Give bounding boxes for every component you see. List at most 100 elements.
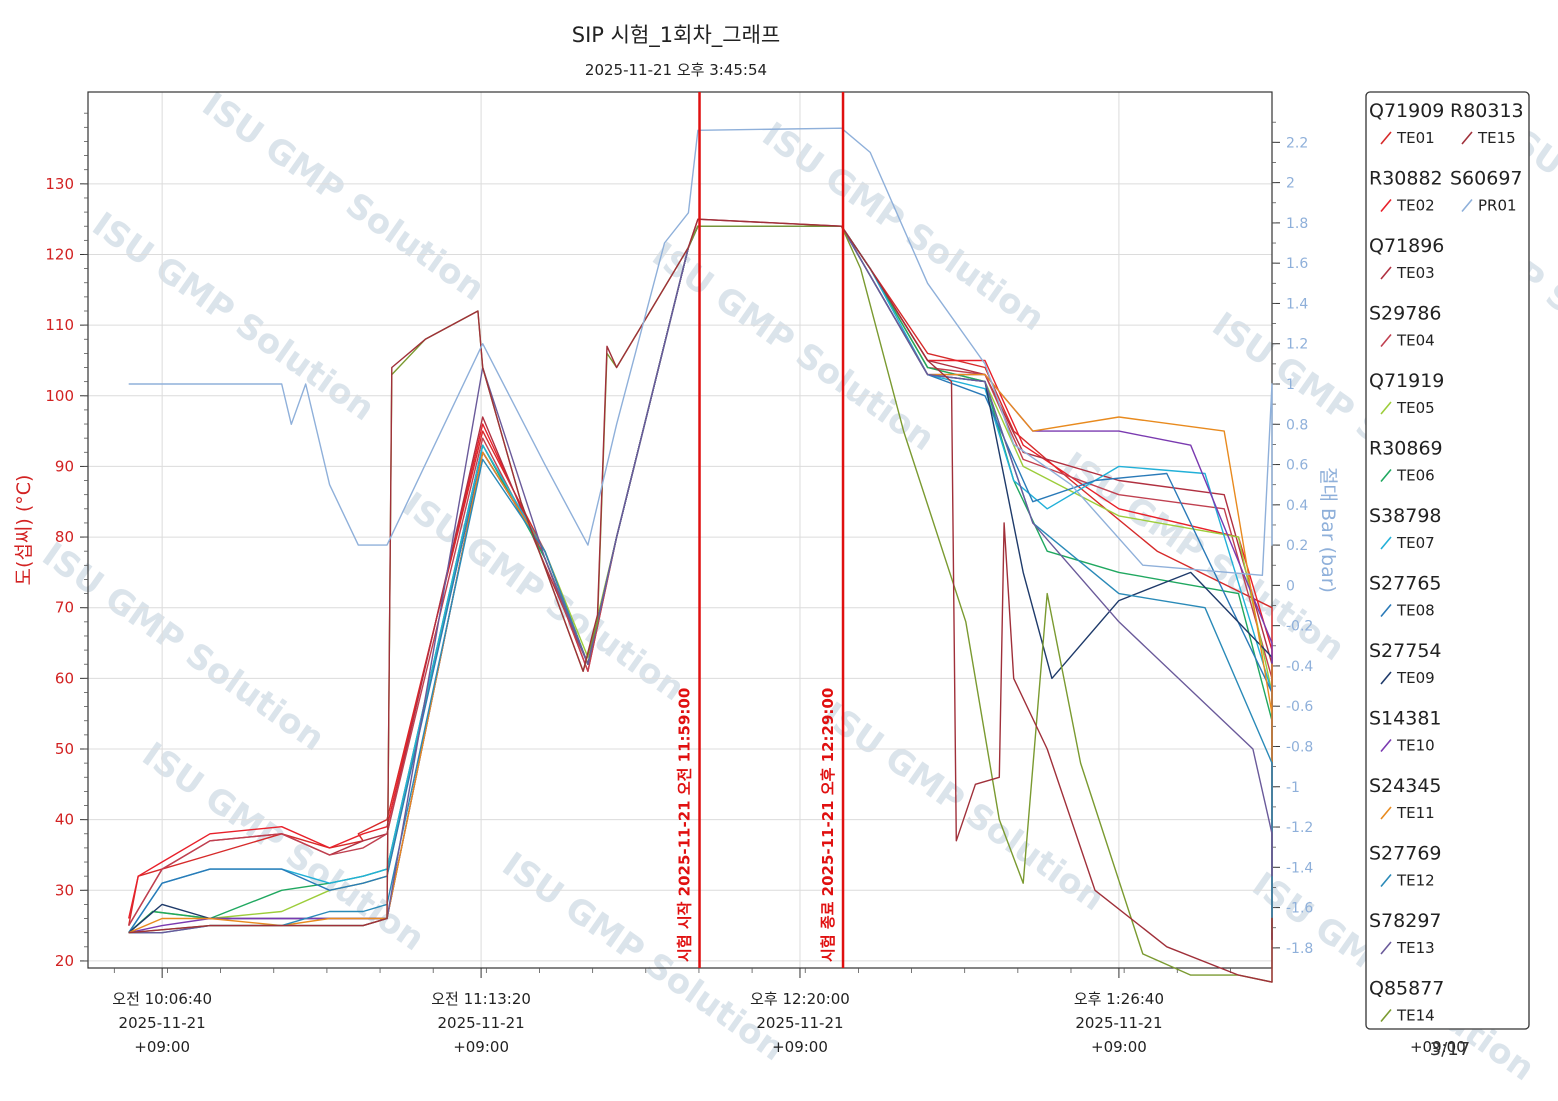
legend-probe: TE12 bbox=[1396, 872, 1435, 890]
y-tick-label: 80 bbox=[55, 528, 74, 546]
legend-probe: TE11 bbox=[1396, 804, 1435, 822]
x-tick-label: +09:00 bbox=[453, 1038, 509, 1056]
legend-logger: S24345 bbox=[1369, 775, 1442, 797]
y2-tick-label: 0.8 bbox=[1286, 417, 1308, 433]
y-tick-label: 100 bbox=[45, 387, 74, 405]
y-axis-label: 도(섭씨) (°C) bbox=[13, 475, 35, 586]
y2-tick-label: -0.6 bbox=[1286, 699, 1313, 715]
legend-swatch bbox=[1380, 131, 1392, 145]
legend-swatch bbox=[1380, 536, 1392, 550]
y-tick-label: 130 bbox=[45, 175, 74, 193]
y2-tick-label: -1 bbox=[1286, 780, 1300, 796]
y2-tick-label: -1.8 bbox=[1286, 941, 1313, 957]
y2-tick-label: -0.4 bbox=[1286, 659, 1313, 675]
legend-swatch bbox=[1380, 468, 1392, 483]
y-tick-label: 40 bbox=[55, 811, 74, 829]
legend-logger: R30869 bbox=[1369, 438, 1443, 460]
y2-tick-label: 1.2 bbox=[1286, 337, 1308, 353]
legend: Q71909 TE01 R80313 TE15 R30882 TE02 S60697 PR01… bbox=[1369, 100, 1524, 1025]
series-line-pr01 bbox=[128, 127, 1273, 576]
y2-tick-label: 0 bbox=[1286, 578, 1295, 594]
legend-swatch bbox=[1380, 198, 1392, 213]
legend-probe: TE09 bbox=[1396, 669, 1435, 687]
y-tick-label: 60 bbox=[55, 669, 74, 687]
x-tick-label: 오후 1:26:40 bbox=[1074, 990, 1164, 1008]
legend-swatch bbox=[1380, 873, 1392, 888]
legend-logger: Q71896 bbox=[1369, 235, 1444, 257]
legend-swatch bbox=[1461, 198, 1473, 213]
y-tick-label: 30 bbox=[55, 881, 74, 899]
legend-probe: TE14 bbox=[1396, 1007, 1435, 1025]
y2-tick-label: -1.4 bbox=[1286, 860, 1313, 876]
legend-logger: Q85877 bbox=[1369, 978, 1444, 1000]
legend-swatch bbox=[1380, 603, 1392, 618]
legend-probe: TE04 bbox=[1396, 332, 1435, 350]
y-tick-label: 20 bbox=[55, 952, 74, 970]
legend-swatch bbox=[1380, 333, 1392, 348]
y2-tick-label: 1.6 bbox=[1286, 256, 1308, 272]
x-tick-label: +09:00 bbox=[1410, 1038, 1466, 1056]
grid bbox=[88, 92, 1439, 968]
legend-probe: PR01 bbox=[1478, 197, 1517, 215]
marker-layer: 시험 시작 2025-11-21 오전 11:59:00 시험 종료 2025-1… bbox=[676, 92, 845, 968]
legend-swatch bbox=[1380, 1008, 1392, 1023]
chart-subtitle: 2025-11-21 오후 3:45:54 bbox=[585, 61, 767, 79]
legend-logger: S27765 bbox=[1369, 573, 1442, 595]
y2-tick-label: -1.2 bbox=[1286, 820, 1313, 836]
legend-swatch bbox=[1380, 806, 1392, 820]
x-tick-label: +09:00 bbox=[772, 1038, 828, 1056]
series-layer bbox=[128, 127, 1273, 983]
y2-tick-label: 2.2 bbox=[1286, 135, 1308, 151]
y-tick-label: 50 bbox=[55, 740, 74, 758]
y2-tick-label: -0.8 bbox=[1286, 739, 1313, 755]
legend-logger: R30882 bbox=[1369, 168, 1443, 190]
y2-tick-label: 1.4 bbox=[1286, 296, 1308, 312]
x-axis: 오전 10:06:40 2025-11-21 +09:00 오전 11:13:20 20… bbox=[112, 968, 1483, 1056]
watermark-text: ISU GMP Solution bbox=[645, 235, 942, 459]
legend-logger: S78297 bbox=[1369, 910, 1442, 932]
legend-probe: TE01 bbox=[1396, 129, 1435, 147]
legend-swatch bbox=[1380, 266, 1392, 280]
y-tick-label: 110 bbox=[45, 316, 74, 334]
legend-probe: TE07 bbox=[1396, 534, 1435, 552]
watermark-text: ISU GMP Solution bbox=[35, 535, 332, 759]
x-tick-label: 2025-11-21 bbox=[437, 1014, 524, 1032]
y2-tick-label: 1 bbox=[1286, 377, 1295, 393]
page-indicator: 3/17 bbox=[1430, 1039, 1470, 1060]
watermark-text: ISU GMP Solution bbox=[395, 485, 692, 709]
y2-tick-label: -1.6 bbox=[1286, 901, 1313, 917]
y-axis-right: -1.8 -1.6 -1.4 -1.2 -1 -0.8 -0.6 -0.4 -0.2 0 0.2 0.… bbox=[1272, 121, 1313, 957]
y2-tick-label: 1.8 bbox=[1286, 216, 1308, 232]
legend-probe: TE15 bbox=[1477, 129, 1516, 147]
legend-probe: TE06 bbox=[1396, 467, 1435, 485]
y-tick-label: 90 bbox=[55, 457, 74, 475]
y2-tick-label: 2 bbox=[1286, 176, 1295, 192]
legend-swatch bbox=[1380, 941, 1392, 955]
legend-swatch bbox=[1461, 131, 1473, 145]
x-tick-label: 오전 10:06:40 bbox=[112, 990, 212, 1008]
x-tick-label: 2025-11-21 bbox=[756, 1014, 843, 1032]
legend-logger: R80313 bbox=[1450, 100, 1524, 122]
watermark-text: ISU GMP Solution bbox=[195, 85, 492, 309]
x-tick-label: 2025-11-21 bbox=[119, 1014, 206, 1032]
chart-title: SIP 시험_1회차_그래프 bbox=[572, 23, 780, 48]
x-tick-label: 2025-11-21 bbox=[1075, 1014, 1162, 1032]
x-tick-label: +09:00 bbox=[1091, 1038, 1147, 1056]
legend-logger: S27754 bbox=[1369, 640, 1442, 662]
y2-tick-label: -0.2 bbox=[1286, 619, 1313, 635]
legend-logger: S29786 bbox=[1369, 303, 1442, 325]
y-tick-label: 120 bbox=[45, 245, 74, 263]
legend-probe: TE13 bbox=[1396, 939, 1435, 957]
legend-swatch bbox=[1380, 738, 1392, 753]
legend-logger: S38798 bbox=[1369, 505, 1442, 527]
y2-tick-label: 0.6 bbox=[1286, 458, 1308, 474]
legend-probe: TE03 bbox=[1396, 264, 1435, 282]
legend-probe: TE02 bbox=[1396, 197, 1435, 215]
marker-label: 시험 종료 2025-11-21 오후 12:29:00 bbox=[819, 688, 837, 962]
legend-logger: Q71909 bbox=[1369, 100, 1444, 122]
y-tick-label: 70 bbox=[55, 599, 74, 617]
x-tick-label: 오전 11:13:20 bbox=[431, 990, 531, 1008]
marker-label: 시험 시작 2025-11-21 오전 11:59:00 bbox=[676, 688, 694, 962]
watermark-text: ISU GMP Solution bbox=[495, 845, 792, 1069]
